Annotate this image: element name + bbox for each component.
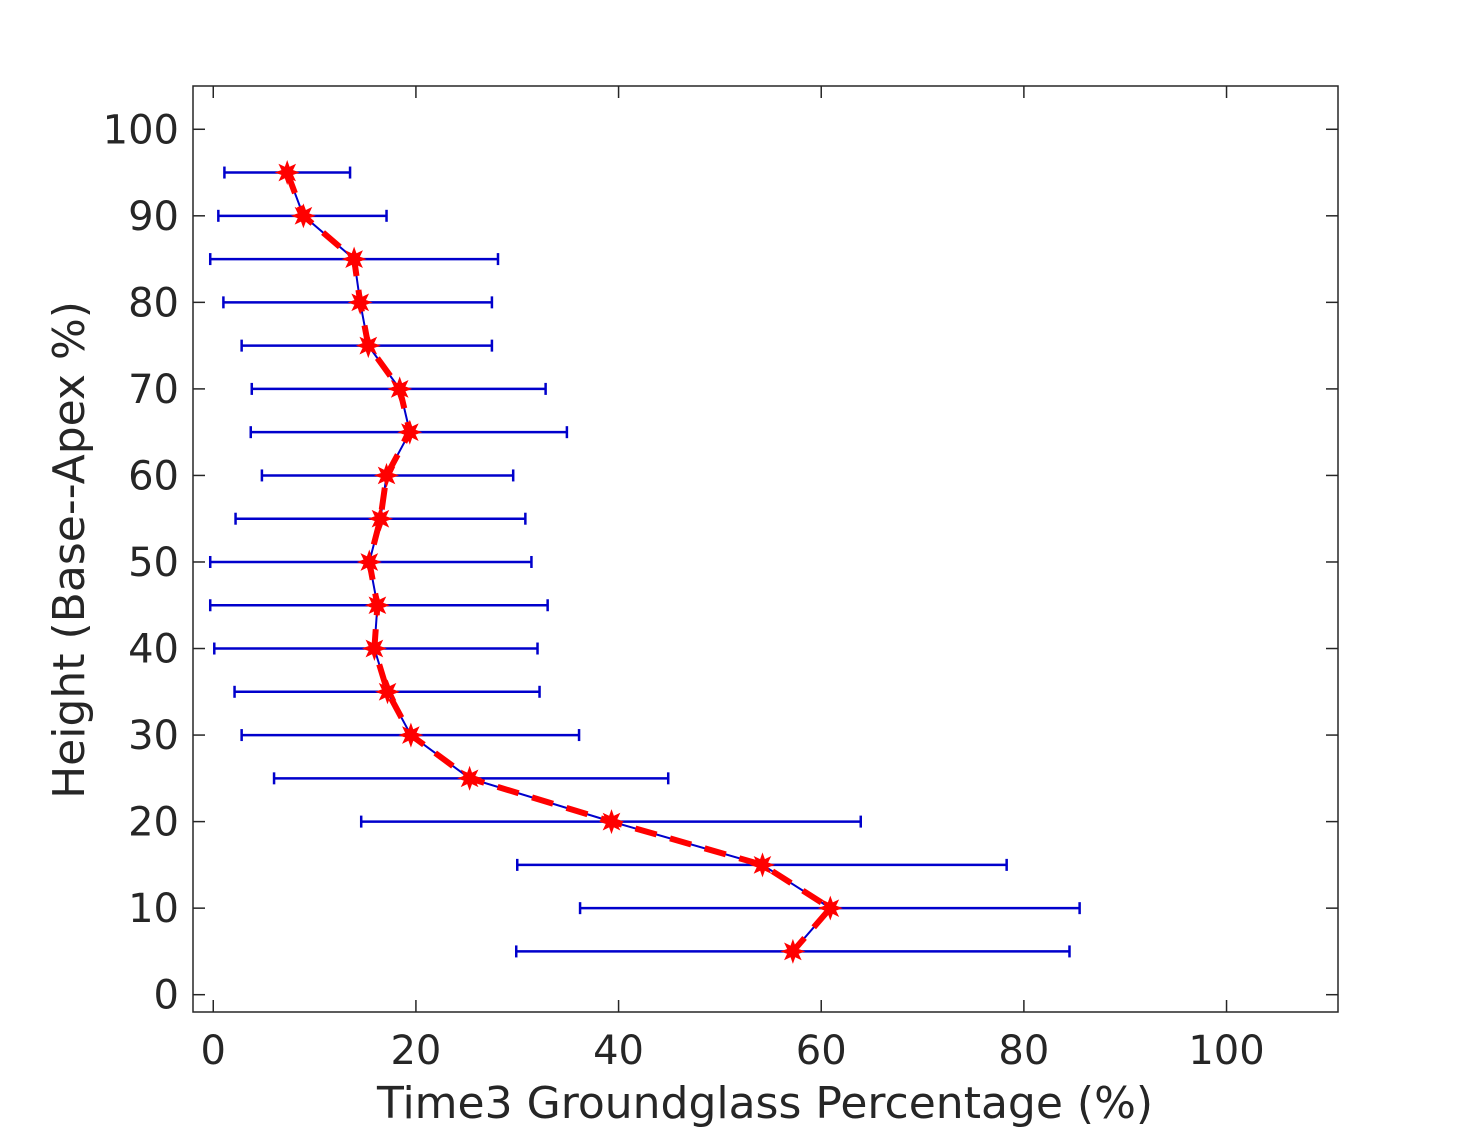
y-tick-label: 40 bbox=[128, 627, 179, 673]
data-point bbox=[290, 203, 316, 229]
y-tick-label: 100 bbox=[103, 107, 179, 153]
data-point bbox=[599, 809, 624, 835]
data-point bbox=[347, 289, 373, 315]
axes: 0 20 40 60 80 100 0 10 20 30 40 50 60 70 80 90 100 bbox=[103, 85, 1339, 1074]
data-point bbox=[356, 549, 382, 575]
data-point bbox=[374, 679, 400, 705]
x-axis-label: Time3 Groundglass Percentage (%) bbox=[376, 1078, 1153, 1129]
y-tick-label: 50 bbox=[128, 540, 179, 586]
x-tick-label: 0 bbox=[201, 1028, 226, 1074]
data-point bbox=[387, 376, 413, 402]
x-tick-label: 60 bbox=[796, 1028, 847, 1074]
data-point bbox=[341, 246, 367, 272]
y-tick-label: 60 bbox=[128, 453, 179, 499]
axis-box bbox=[192, 85, 1339, 1013]
data-point bbox=[361, 636, 387, 661]
y-tick-label: 70 bbox=[128, 367, 179, 413]
data-point bbox=[274, 159, 300, 185]
x-tick-label: 20 bbox=[390, 1028, 441, 1074]
data-point bbox=[750, 852, 776, 878]
data-point bbox=[817, 895, 843, 921]
y-tick-label: 20 bbox=[128, 800, 179, 846]
data-point bbox=[397, 419, 423, 445]
data-point bbox=[457, 765, 483, 791]
data-point bbox=[398, 722, 424, 748]
y-tick-label: 90 bbox=[128, 194, 179, 240]
x-tick-label: 40 bbox=[593, 1028, 644, 1074]
y-tick-label: 30 bbox=[128, 713, 179, 759]
y-axis-label: Height (Base--Apex %) bbox=[44, 301, 95, 799]
y-tick-label: 80 bbox=[128, 280, 179, 326]
data-point bbox=[373, 462, 399, 488]
y-tick-label: 0 bbox=[154, 973, 179, 1019]
x-tick-label: 100 bbox=[1188, 1028, 1264, 1074]
data-point bbox=[368, 506, 394, 532]
data-point bbox=[364, 592, 390, 618]
data-point bbox=[355, 333, 381, 359]
y-tick-label: 10 bbox=[128, 886, 179, 932]
data-point bbox=[780, 938, 806, 964]
x-tick-label: 80 bbox=[998, 1028, 1049, 1074]
plot-area bbox=[208, 159, 1081, 964]
